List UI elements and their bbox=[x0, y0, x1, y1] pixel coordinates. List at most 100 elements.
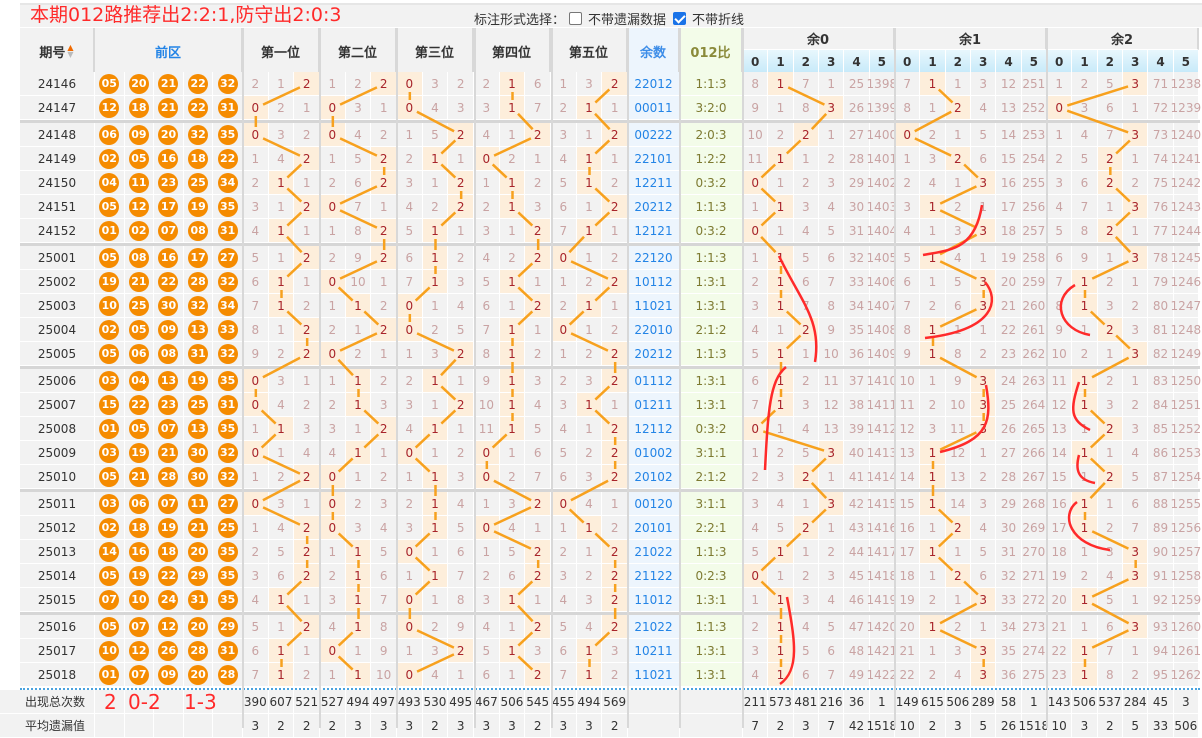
hit-cell: 2 bbox=[602, 564, 628, 588]
omission-cell: 1 bbox=[551, 270, 577, 294]
ball-cell: 24 bbox=[154, 588, 184, 612]
omission-cell: 4 bbox=[743, 318, 769, 342]
omission-cell: 1247 bbox=[1171, 294, 1201, 318]
hit-cell: 1 bbox=[345, 615, 372, 639]
ball-cell: 28 bbox=[183, 639, 214, 663]
hit-cell: 0 bbox=[397, 96, 423, 120]
hit-cell: 0 bbox=[320, 465, 346, 489]
front-ball: 19 bbox=[128, 442, 149, 463]
front-ball: 11 bbox=[128, 172, 149, 193]
hit-cell: 0 bbox=[243, 492, 269, 516]
omission-cell: 2 bbox=[1072, 564, 1098, 588]
hit-cell: 1 bbox=[499, 171, 526, 195]
omission-cell: 1 bbox=[268, 246, 295, 270]
omission-cell: 6 bbox=[1072, 171, 1098, 195]
hit-cell: 1 bbox=[1072, 270, 1098, 294]
ball-cell: 03 bbox=[95, 492, 125, 516]
hit-cell: 1 bbox=[920, 465, 946, 489]
ball-cell: 10 bbox=[95, 639, 125, 663]
group-divider bbox=[20, 612, 1200, 615]
omission-cell: 23 bbox=[1047, 663, 1073, 687]
hit-cell: 2 bbox=[448, 342, 474, 366]
omission-cell: 4 bbox=[551, 588, 577, 612]
hit-cell: 1 bbox=[422, 516, 449, 540]
omission-cell: 34 bbox=[996, 615, 1022, 639]
front-ball: 21 bbox=[188, 517, 209, 538]
empty-cell bbox=[183, 714, 214, 738]
hit-cell: 1 bbox=[499, 96, 526, 120]
period-cell: 25011 bbox=[20, 492, 95, 516]
empty-cell bbox=[183, 690, 214, 714]
omission-cell: 1 bbox=[793, 147, 819, 171]
omission-cell: 42 bbox=[844, 492, 870, 516]
omission-cell: 30 bbox=[844, 195, 870, 219]
omission-cell: 20 bbox=[1047, 588, 1073, 612]
omission-cell: 1 bbox=[743, 246, 769, 270]
front-ball: 13 bbox=[188, 319, 209, 340]
empty-cell bbox=[124, 714, 155, 738]
avg-value: 1518 bbox=[1019, 714, 1049, 738]
omission-cell: 1 bbox=[920, 639, 946, 663]
omission-cell: 6 bbox=[1047, 246, 1073, 270]
omission-cell: 3 bbox=[397, 393, 423, 417]
ball-cell: 07 bbox=[124, 663, 155, 687]
omission-cell: 6 bbox=[793, 663, 819, 687]
omission-cell: 1408 bbox=[867, 318, 897, 342]
remainder-cell: 22120 bbox=[628, 246, 680, 270]
omission-cell: 15 bbox=[895, 492, 921, 516]
omission-cell: 2 bbox=[397, 369, 423, 393]
options-label: 标注形式选择： bbox=[474, 9, 565, 28]
omission-cell: 3 bbox=[895, 195, 921, 219]
omission-cell: 2 bbox=[551, 540, 577, 564]
omission-cell: 2 bbox=[320, 171, 346, 195]
option-no-omission[interactable]: 不带遗漏数据 bbox=[569, 9, 666, 28]
period-cell: 25002 bbox=[20, 270, 95, 294]
omission-cell: 2 bbox=[1072, 72, 1098, 96]
avg-label: 平均遗漏值 bbox=[0, 714, 95, 738]
remainder-cell: 11012 bbox=[628, 588, 680, 612]
total-value: 527 bbox=[320, 690, 346, 714]
omission-cell: 8 bbox=[345, 219, 372, 243]
omission-cell: 2 bbox=[551, 294, 577, 318]
no-omission-checkbox[interactable] bbox=[569, 12, 582, 25]
omission-cell: 267 bbox=[1021, 465, 1047, 489]
omission-cell: 5 bbox=[345, 147, 372, 171]
omission-cell: 25 bbox=[844, 72, 870, 96]
omission-cell: 1 bbox=[793, 342, 819, 366]
omission-cell: 1 bbox=[268, 615, 295, 639]
omission-cell: 1260 bbox=[1171, 615, 1201, 639]
option-no-lines[interactable]: 不带折线 bbox=[673, 9, 744, 28]
omission-cell: 1249 bbox=[1171, 342, 1201, 366]
omission-cell: 271 bbox=[1021, 564, 1047, 588]
ball-cell: 05 bbox=[95, 342, 125, 366]
front-ball: 33 bbox=[217, 319, 238, 340]
omission-cell: 6 bbox=[371, 564, 397, 588]
period-header[interactable]: 期号 ▲ ▼ bbox=[20, 28, 95, 75]
hit-cell: 1 bbox=[345, 369, 372, 393]
front-ball: 10 bbox=[128, 589, 149, 610]
ball-cell: 22 bbox=[183, 96, 214, 120]
ball-cell: 05 bbox=[95, 564, 125, 588]
omission-cell: 3 bbox=[768, 465, 794, 489]
empty-cell bbox=[95, 714, 125, 738]
period-cell: 24146 bbox=[20, 72, 95, 96]
omission-cell: 261 bbox=[1021, 318, 1047, 342]
hit-cell: 2 bbox=[371, 417, 397, 441]
omission-cell: 7 bbox=[895, 294, 921, 318]
hit-cell: 2 bbox=[525, 123, 551, 147]
omission-cell: 2 bbox=[371, 294, 397, 318]
no-lines-checkbox[interactable] bbox=[673, 12, 686, 25]
hit-cell: 1 bbox=[920, 615, 946, 639]
hit-cell: 1 bbox=[920, 246, 946, 270]
omission-cell: 1 bbox=[448, 663, 474, 687]
front-ball: 32 bbox=[217, 271, 238, 292]
ball-cell: 21 bbox=[154, 441, 184, 465]
sort-icon[interactable]: ▲ ▼ bbox=[67, 43, 74, 59]
ball-cell: 12 bbox=[95, 96, 125, 120]
hit-cell: 2 bbox=[602, 195, 628, 219]
omission-cell: 25 bbox=[996, 393, 1022, 417]
hit-cell: 1 bbox=[576, 294, 603, 318]
omission-cell: 12 bbox=[945, 441, 971, 465]
ratio-cell: 3:1:1 bbox=[680, 492, 743, 516]
omission-cell: 43 bbox=[844, 516, 870, 540]
